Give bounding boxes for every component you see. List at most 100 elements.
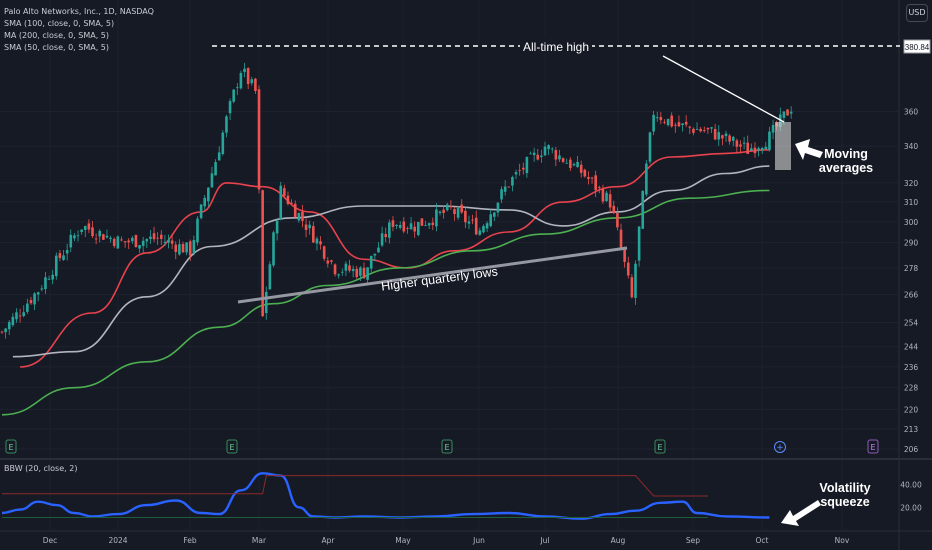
candle-body <box>145 239 149 242</box>
bbw-tick-label: 20.00 <box>900 503 922 512</box>
earnings-marker <box>226 439 238 454</box>
candle-body <box>608 194 612 208</box>
ma-label-1: Moving <box>824 147 868 161</box>
candle-body <box>348 265 351 271</box>
y-axis: 206 213 220 228 236 244 254 266 278 290 300 310 320 3… <box>900 108 922 513</box>
candle-body <box>188 241 192 256</box>
candle-body <box>18 315 22 317</box>
bbw-title: BBW (20, close, 2) <box>4 464 77 473</box>
candle-body <box>474 217 478 235</box>
candle-body <box>503 186 507 192</box>
candle-body <box>594 175 597 191</box>
candle-body <box>159 234 163 239</box>
candle-body <box>460 204 464 213</box>
vol-arrow <box>781 500 821 526</box>
candle-body <box>112 238 116 246</box>
squeeze-box <box>775 122 791 170</box>
candle-body <box>322 246 326 259</box>
candle-body <box>619 229 623 248</box>
y-tick-label: 278 <box>904 264 919 273</box>
candle-body <box>558 155 561 160</box>
candle-body <box>688 126 692 128</box>
candle-body <box>395 224 398 226</box>
candle-body <box>0 331 4 333</box>
candle-body <box>731 136 735 141</box>
candle-body <box>268 264 272 290</box>
candle-body <box>7 322 11 330</box>
candle-body <box>398 225 402 228</box>
candle-body <box>109 237 112 240</box>
candle-body <box>565 162 569 164</box>
candle-body <box>217 152 221 161</box>
candle-body <box>427 223 431 226</box>
higher-lows-line <box>237 246 628 304</box>
candle-body <box>529 153 532 155</box>
y-tick-label: 206 <box>904 445 919 454</box>
candle-body <box>174 244 178 252</box>
candle-body <box>286 195 290 205</box>
candle-body <box>11 316 15 326</box>
earnings-marker <box>441 439 453 454</box>
candle-body <box>304 224 308 230</box>
y-tick-label: 228 <box>904 384 919 393</box>
candle-body <box>543 146 547 156</box>
candle-body <box>547 145 550 150</box>
y-tick-label: 220 <box>904 405 919 414</box>
candle-body <box>677 122 681 127</box>
candle-body <box>261 190 264 317</box>
candle-body <box>391 220 395 227</box>
x-tick-label: Oct <box>756 536 769 545</box>
candle-body <box>746 142 750 154</box>
candle-body <box>373 253 377 256</box>
candle-body <box>464 210 467 223</box>
y-tick-label: 310 <box>904 198 919 207</box>
candle-body <box>670 115 673 127</box>
candle-body <box>637 226 641 261</box>
candle-body <box>713 128 717 140</box>
candle-body <box>710 127 713 129</box>
candle-body <box>695 129 699 130</box>
candle-body <box>105 235 109 238</box>
earnings-marker <box>5 439 17 454</box>
candle-body <box>369 255 373 269</box>
candle-body <box>561 158 565 162</box>
candle-body <box>786 109 789 116</box>
candle-body <box>630 277 634 298</box>
candle-body <box>257 89 261 190</box>
candle-body <box>362 267 366 279</box>
candle-body <box>199 204 203 219</box>
bbw-tick-label: 40.00 <box>900 481 922 490</box>
candle-body <box>760 148 764 151</box>
x-tick-label: 2024 <box>108 536 127 545</box>
candle-body <box>449 205 453 208</box>
candle-body <box>681 123 684 126</box>
candle-body <box>366 267 369 280</box>
ma-arrow <box>795 139 823 160</box>
candle-body <box>333 264 337 275</box>
currency-button[interactable]: USD <box>906 4 928 22</box>
candle-body <box>402 221 406 232</box>
candle-body <box>340 271 344 273</box>
candle-body <box>674 124 677 126</box>
candle-body <box>485 223 489 229</box>
candle-body <box>482 226 485 233</box>
candle-body <box>47 278 51 280</box>
candle-body <box>507 186 511 188</box>
candle-body <box>203 197 207 207</box>
vol-label-1: Volatility <box>819 481 870 495</box>
candle-body <box>225 116 228 133</box>
candle-body <box>250 79 254 84</box>
candle-body <box>290 202 293 204</box>
candle-body <box>768 131 771 151</box>
x-tick-label: Feb <box>183 536 197 545</box>
candle-body <box>163 241 167 243</box>
legend: Palo Alto Networks, Inc., 1D, NASDAQ SMA… <box>4 6 154 54</box>
candle-body <box>156 237 159 239</box>
candle-body <box>641 191 645 229</box>
candle-body <box>149 236 152 240</box>
vol-label-2: squeeze <box>820 495 869 509</box>
candle-body <box>655 117 659 119</box>
candle-body <box>590 177 594 179</box>
